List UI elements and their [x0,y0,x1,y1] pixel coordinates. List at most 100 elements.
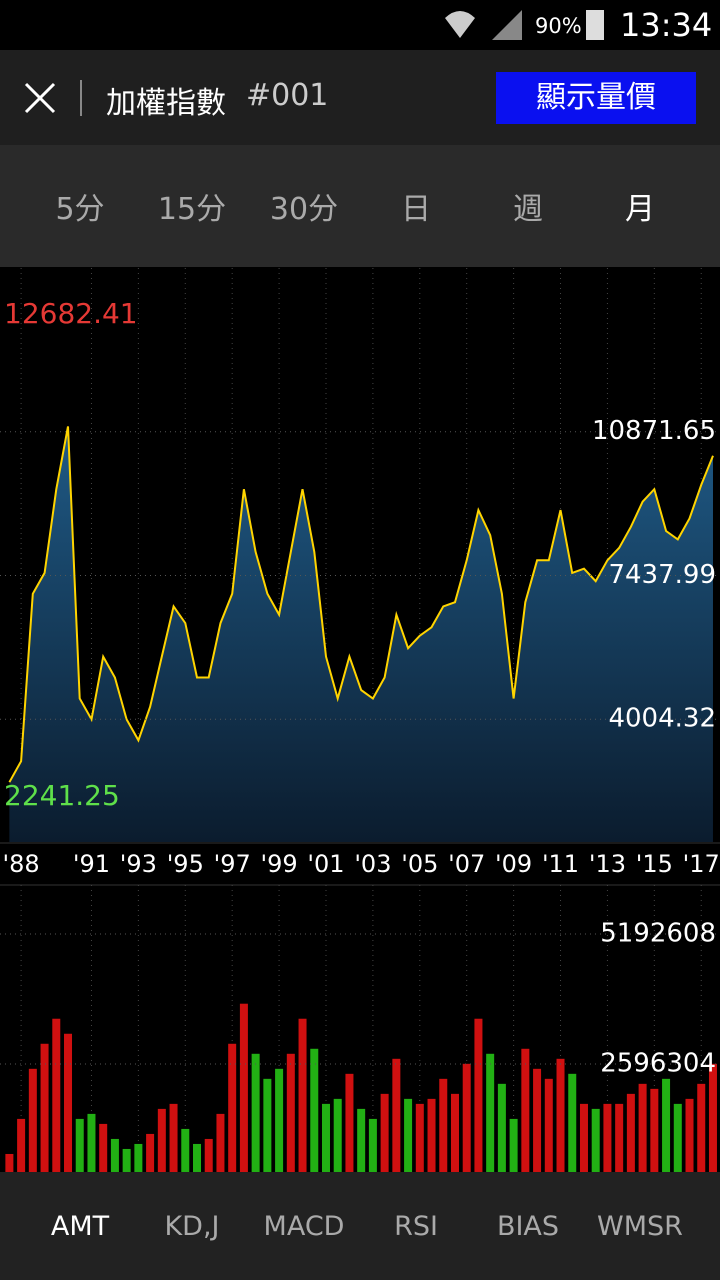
volume-bar [521,1048,530,1172]
volume-bar [380,1093,389,1172]
x-tick-label: '05 [401,850,438,878]
volume-bar [99,1123,108,1172]
period-tabs: 5分 15分 30分 日 週 月 [0,145,720,267]
status-icons: 90% 13:34 [445,6,712,44]
indicator-tab[interactable]: KD,J [164,1210,220,1242]
volume-bar [544,1078,553,1172]
volume-bar [509,1118,518,1172]
volume-bar [216,1113,225,1172]
indicator-tabs: AMT KD,J MACD RSI BIAS WMSR [0,1172,720,1280]
period-tab[interactable]: 15分 [157,192,227,227]
volume-bar [181,1128,190,1172]
header: 加權指數 #001 顯示量價 [0,50,720,145]
clock: 13:34 [620,6,712,44]
volume-bar [5,1153,14,1172]
chart: '88 '91 '93 '95 '97 '99 '01 '03 '05 '07 '09 '11 '13 '… [0,268,720,1172]
volume-bar [345,1073,354,1172]
x-tick-label: '15 [636,850,673,878]
period-tab[interactable]: 日 [401,192,431,227]
volume-bar [298,1018,307,1172]
y-tick-label: 7437.99 [608,560,716,590]
volume-bar [321,1103,330,1172]
period-tab[interactable]: 週 [513,192,543,227]
price-area [9,426,714,842]
period-tab[interactable]: 5分 [55,192,105,227]
volume-bar [52,1018,61,1172]
volume-bar [533,1068,542,1172]
volume-bar [708,1063,717,1172]
volume-bar [28,1068,37,1172]
y-tick-label: 4004.32 [608,704,716,734]
volume-bar [157,1108,166,1172]
battery-icon [586,10,604,40]
status-bar: 90% 13:34 [0,0,720,50]
volume-bar [228,1043,237,1172]
close-button[interactable] [0,50,90,145]
x-tick-label: '13 [589,850,626,878]
volume-bar [603,1103,612,1172]
show-volume-button[interactable]: 顯示量價 [496,72,696,124]
price-line [8,426,714,783]
volume-bar [169,1103,178,1172]
volume-bar [427,1098,436,1172]
signal-icon [492,10,522,40]
x-tick-label: '88 [3,850,40,878]
volume-bar [673,1103,682,1172]
volume-bar [64,1033,73,1172]
volume-bar [40,1043,49,1172]
volume-bar [450,1093,459,1172]
volume-bar [87,1113,96,1172]
y-tick-label: 5192608 [600,918,716,948]
volume-bar [626,1093,635,1172]
volume-bar [638,1083,647,1172]
volume-bar [579,1103,588,1172]
indicator-tab[interactable]: MACD [263,1210,345,1242]
volume-bar [333,1098,342,1172]
volume-bar [392,1058,401,1172]
x-tick-label: '09 [495,850,532,878]
wifi-icon [445,11,475,38]
volume-bar [404,1098,413,1172]
volume-bar [275,1068,284,1172]
volume-bar [193,1143,202,1172]
x-tick-label: '93 [120,850,157,878]
x-tick-label: '91 [73,850,110,878]
period-tab[interactable]: 月 [625,192,655,227]
volume-bar [368,1118,377,1172]
volume-bar [251,1053,260,1172]
volume-bar [486,1053,495,1172]
volume-bar [650,1088,659,1172]
indicator-tab[interactable]: WMSR [597,1210,683,1242]
volume-bar [263,1078,272,1172]
volume-bar [75,1118,84,1172]
volume-bar [286,1053,295,1172]
period-tab[interactable]: 30分 [269,192,339,227]
x-tick-label: '95 [167,850,204,878]
volume-bar [439,1078,448,1172]
x-tick-label: '97 [214,850,251,878]
volume-bar [474,1018,483,1172]
y-tick-label: 10871.65 [592,416,716,446]
volume-bar [556,1058,565,1172]
volume-bar [110,1138,119,1172]
volume-bar [357,1108,366,1172]
code: #001 [246,78,329,113]
volume-bar [662,1078,671,1172]
volume-bar [462,1063,471,1172]
battery-text: 90% [535,14,582,38]
volume-bar [239,1003,248,1172]
indicator-tab[interactable]: RSI [394,1210,438,1242]
volume-bar [591,1108,600,1172]
x-tick-label: '17 [683,850,720,878]
volume-bar [122,1148,131,1172]
high-label: 12682.41 [4,297,138,330]
volume-bar [497,1083,506,1172]
indicator-tab[interactable]: AMT [50,1210,110,1242]
volume-bar [685,1098,694,1172]
volume-bar [134,1143,143,1172]
indicator-tab[interactable]: BIAS [496,1210,560,1242]
volume-bar [615,1103,624,1172]
volume-bar [204,1138,213,1172]
low-label: 2241.25 [4,779,120,812]
